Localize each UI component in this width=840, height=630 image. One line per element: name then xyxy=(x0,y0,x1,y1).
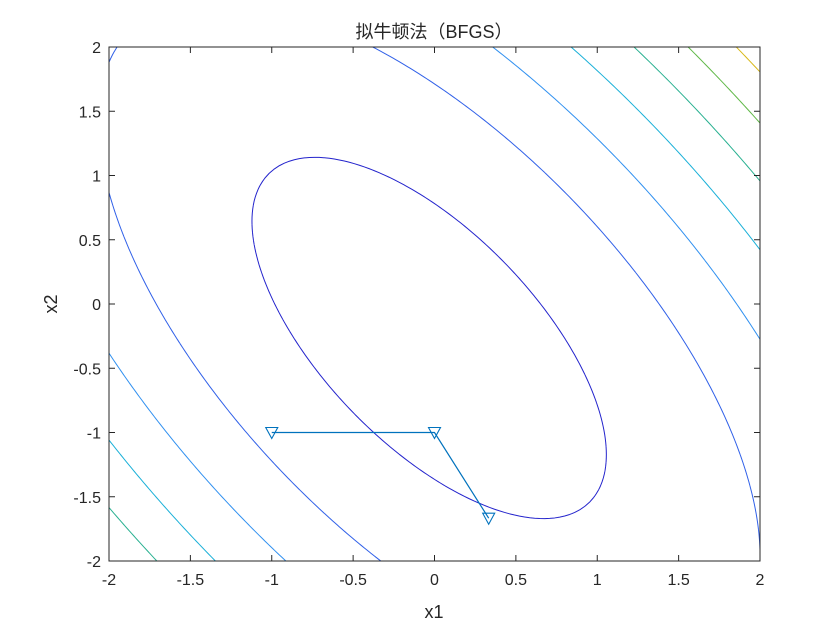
x-tick-label: 2 xyxy=(756,572,765,589)
x-tick-label: -0.5 xyxy=(339,572,367,589)
x-tick-label: 0 xyxy=(430,572,439,589)
y-axis-label: x2 xyxy=(41,294,61,313)
y-tick-label: -1 xyxy=(87,426,101,443)
x-axis-label: x1 xyxy=(424,602,443,622)
contour-level-1 xyxy=(109,47,760,561)
x-tick-label: 0.5 xyxy=(505,572,527,589)
chart-title: 拟牛顿法（BFGS） xyxy=(355,22,512,42)
path-point-2 xyxy=(481,512,496,526)
y-tick-label: 2 xyxy=(92,40,101,57)
y-tick-label: -1.5 xyxy=(73,490,101,507)
x-tick-label: -2 xyxy=(102,572,116,589)
contour-level-0 xyxy=(251,156,607,520)
x-tick-label: -1.5 xyxy=(177,572,205,589)
contour-level-6 xyxy=(735,47,760,73)
plot-background xyxy=(109,47,760,561)
y-tick-label: 0.5 xyxy=(79,233,101,250)
contour-level-2 xyxy=(109,47,760,561)
y-tick-label: 0 xyxy=(92,297,101,314)
path-point-1 xyxy=(427,426,442,440)
x-tick-label: -1 xyxy=(265,572,279,589)
contour-level-3 xyxy=(109,47,760,561)
axis-ticks: -2 -1.5 -1 -0.5 0 0.5 1 1.5 2 -2 -1.5 -1 -0.5 0 0.5 1 1.… xyxy=(73,40,764,589)
optimization-path xyxy=(264,426,496,526)
y-tick-label: 1.5 xyxy=(79,104,101,121)
y-tick-label: -2 xyxy=(87,554,101,571)
path-point-0 xyxy=(264,426,279,440)
x-tick-label: 1.5 xyxy=(668,572,690,589)
y-tick-label: -0.5 xyxy=(73,361,101,378)
path-line xyxy=(271,431,490,519)
contour-level-4 xyxy=(109,47,760,561)
y-tick-label: 1 xyxy=(92,169,101,186)
x-tick-label: 1 xyxy=(593,572,602,589)
contour-lines xyxy=(109,47,760,561)
